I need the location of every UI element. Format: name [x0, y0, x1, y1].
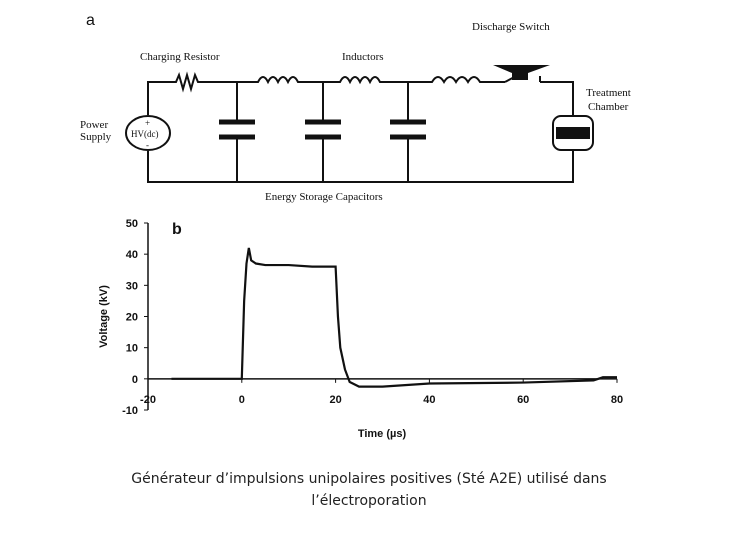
label: +: [145, 118, 150, 128]
label: Charging Resistor: [140, 51, 220, 63]
x-tick-label: 20: [329, 394, 341, 406]
label: Supply: [80, 131, 112, 143]
data-line: [171, 247, 617, 388]
x-tick-label: 60: [517, 394, 529, 406]
x-tick-label: 40: [423, 394, 435, 406]
x-tick-label: 80: [611, 394, 623, 406]
panel-label: a: [86, 12, 95, 29]
y-tick-label: 40: [126, 249, 138, 261]
label: -: [146, 140, 149, 150]
caption: Générateur d’impulsions unipolaires posi…: [131, 471, 607, 509]
figure: a Charging Resistor Inductors Discharge …: [80, 12, 631, 440]
y-tick-label: 0: [132, 374, 138, 386]
panel-label: b: [172, 221, 182, 238]
y-tick-label: 20: [126, 312, 138, 324]
label: Discharge Switch: [472, 21, 550, 33]
y-tick-label: -10: [122, 405, 138, 417]
label: Inductors: [342, 51, 384, 63]
y-tick-label: 30: [126, 280, 138, 292]
circuit: [125, 65, 594, 183]
x-axis-label: Time (µs): [358, 428, 407, 440]
x-tick-label: -20: [140, 394, 156, 406]
y-tick-label: 50: [126, 218, 138, 230]
label: Energy Storage Capacitors: [265, 191, 383, 203]
label: Chamber: [588, 101, 629, 113]
label: HV(dc): [131, 129, 159, 139]
label: Treatment: [586, 87, 631, 99]
label: Power: [80, 119, 108, 131]
y-tick-label: 10: [126, 343, 138, 355]
y-axis-label: Voltage (kV): [98, 285, 110, 348]
x-tick-label: 0: [239, 394, 245, 406]
